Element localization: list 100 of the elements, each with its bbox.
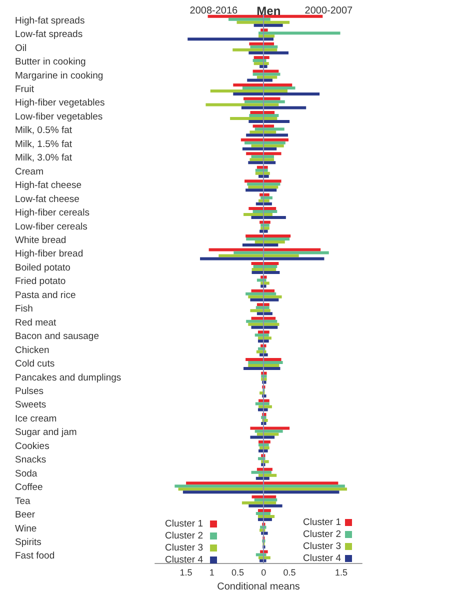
bar	[254, 24, 283, 27]
bar	[232, 48, 278, 52]
bar	[218, 254, 299, 258]
bar	[255, 402, 270, 406]
y-tick-label: Low-fat spreads	[15, 29, 83, 40]
bar	[255, 168, 268, 172]
text: Cluster 2	[302, 529, 341, 540]
bar	[251, 155, 274, 158]
y-tick-label: Tea	[15, 496, 32, 507]
bar	[256, 202, 272, 206]
text: Cluster 3	[302, 541, 341, 552]
bar	[250, 426, 290, 430]
y-tick-label: Milk, 1.5% fat	[15, 138, 72, 150]
bar	[258, 34, 275, 38]
bar	[251, 470, 272, 474]
bar	[254, 128, 284, 131]
y-tick-label: High-fiber bread	[15, 248, 84, 260]
bar	[258, 556, 270, 560]
bar	[258, 399, 270, 402]
bar	[174, 484, 345, 488]
bar	[250, 298, 279, 302]
y-tick-label: Sugar and jam	[15, 427, 77, 438]
bar	[200, 257, 324, 260]
bar	[230, 116, 278, 120]
bar	[258, 32, 340, 35]
y-tick-label: Fast food	[15, 550, 55, 562]
bar	[260, 220, 270, 224]
bar	[252, 268, 276, 271]
x-tick-label: 0	[261, 568, 266, 578]
bar	[258, 518, 272, 522]
bar	[248, 295, 282, 298]
bar	[254, 62, 269, 66]
bar	[256, 312, 272, 316]
bar	[258, 336, 272, 340]
bar	[246, 234, 291, 238]
bar	[258, 408, 268, 412]
y-tick-label: High-fiber cereals	[15, 208, 90, 219]
bar	[251, 216, 286, 220]
bar	[242, 244, 278, 247]
bar	[250, 309, 270, 312]
y-tick-label: Butter in cooking	[15, 56, 86, 68]
bar	[260, 446, 270, 450]
bar	[254, 430, 283, 433]
y-tick-label: Soda	[15, 468, 38, 480]
bar	[244, 100, 285, 104]
y-tick-label: Milk, 3.0% fat	[15, 152, 72, 164]
bar	[256, 468, 272, 471]
bar	[236, 20, 290, 24]
bar	[248, 361, 283, 364]
bar	[251, 326, 278, 329]
bar	[250, 158, 274, 162]
bar	[252, 495, 276, 498]
legend-label: Cluster 2	[165, 530, 204, 542]
y-tick-label: Fried potato	[15, 276, 66, 288]
y-tick-label: Sweets	[15, 400, 46, 411]
bar	[178, 488, 347, 491]
text: Cluster 1	[302, 517, 341, 528]
bar	[233, 84, 292, 86]
x-tick-label: 1.5	[180, 568, 192, 578]
y-tick-label: Fruit	[15, 84, 34, 95]
bar	[242, 147, 277, 150]
y-tick-label: Pulses	[15, 386, 44, 398]
text: Cluster 4	[302, 553, 341, 564]
bar	[210, 90, 288, 92]
bar	[250, 436, 275, 439]
y-tick-label: Pasta and rice	[15, 290, 76, 301]
bar	[247, 78, 272, 82]
y-tick-label: Snacks	[15, 454, 46, 466]
bar	[260, 196, 272, 200]
bar	[254, 56, 270, 60]
bar	[258, 515, 275, 518]
bar	[256, 512, 270, 516]
bar	[244, 141, 286, 144]
bar	[248, 120, 290, 123]
bar	[188, 38, 274, 41]
bar	[246, 292, 276, 296]
y-tick-label: Fish	[15, 304, 33, 315]
bar	[246, 358, 282, 362]
bar	[256, 76, 278, 79]
bar	[248, 504, 282, 508]
bar	[246, 188, 277, 192]
y-tick-label: Chicken	[15, 344, 50, 356]
bar	[242, 501, 276, 504]
bar	[254, 498, 278, 502]
bar	[251, 144, 284, 148]
bar	[249, 42, 274, 46]
bar	[252, 124, 274, 128]
bar	[250, 110, 275, 114]
bar	[253, 264, 278, 268]
bar	[255, 172, 270, 175]
bar	[258, 174, 269, 178]
bar	[208, 14, 323, 18]
bar	[208, 248, 321, 252]
bar	[252, 210, 278, 214]
annotation: 2000-2007	[304, 6, 354, 16]
y-tick-label: Margarine in cooking	[15, 70, 104, 82]
bar	[258, 440, 270, 444]
bar	[241, 106, 306, 110]
bar	[243, 97, 280, 100]
bar	[246, 134, 288, 137]
